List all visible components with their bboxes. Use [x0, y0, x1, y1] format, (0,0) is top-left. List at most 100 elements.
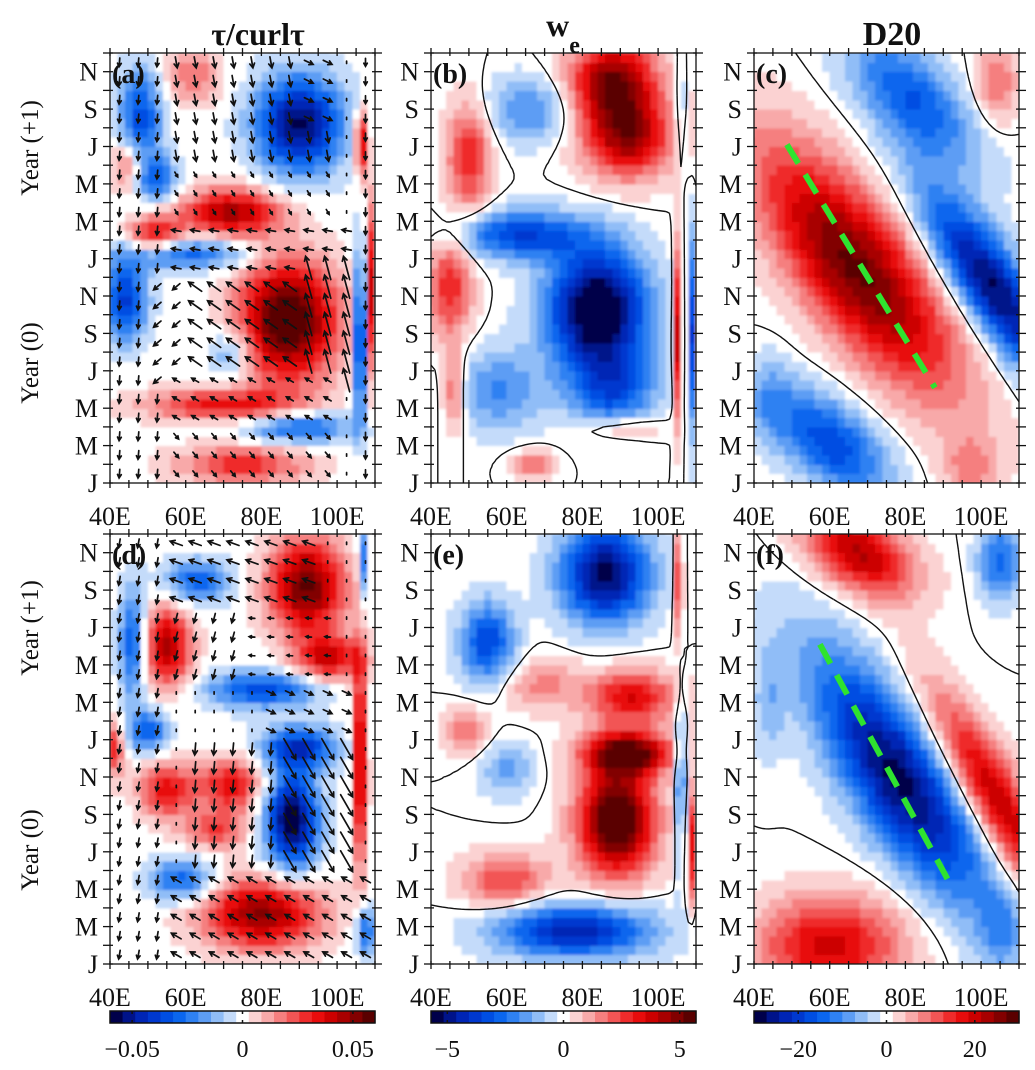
heatmap-cell: [769, 361, 778, 372]
heatmap-cell: [147, 333, 157, 344]
heatmap-cell: [193, 240, 202, 250]
heatmap-cell: [269, 324, 278, 334]
wind-vector: [286, 112, 294, 126]
heatmap-cell: [269, 174, 278, 185]
heatmap-cell: [306, 165, 316, 176]
heatmap-cell: [559, 455, 568, 465]
heatmap-cell: [185, 240, 194, 250]
heatmap-cell: [276, 268, 285, 278]
heatmap-cell: [299, 221, 308, 232]
heatmap-cell: [605, 53, 614, 63]
heatmap-cell: [231, 174, 240, 185]
heatmap-cell: [155, 370, 164, 381]
heatmap-cell: [344, 174, 353, 185]
heatmap-cell: [582, 249, 591, 260]
heatmap-cell: [246, 240, 255, 250]
heatmap-cell: [605, 352, 614, 362]
heatmap-cell: [837, 342, 846, 353]
heatmap-cell: [367, 296, 375, 306]
heatmap-cell: [643, 193, 652, 204]
heatmap-cell: [635, 370, 644, 381]
heatmap-cell: [453, 445, 462, 456]
heatmap-cell: [476, 202, 485, 213]
heatmap-cell: [352, 127, 361, 138]
heatmap-cell: [322, 361, 331, 372]
heatmap-cell: [799, 314, 808, 325]
heatmap-cell: [200, 71, 210, 82]
heatmap-cell: [597, 389, 606, 400]
heatmap-cell: [844, 370, 854, 381]
heatmap-cell: [329, 109, 338, 119]
wind-vector: [169, 227, 182, 234]
heatmap-cell: [807, 258, 816, 269]
heatmap-cell: [537, 268, 546, 278]
heatmap-cell: [799, 81, 808, 91]
heatmap-cell: [658, 314, 667, 325]
heatmap-cell: [506, 53, 515, 63]
heatmap-cell: [643, 146, 652, 157]
heatmap-cell: [844, 183, 854, 194]
heatmap-cell: [852, 193, 861, 204]
heatmap-cell: [269, 305, 278, 316]
heatmap-cell: [125, 286, 134, 297]
heatmap-cell: [882, 296, 891, 306]
heatmap-cell: [291, 380, 300, 391]
heatmap-cell: [110, 286, 119, 297]
heatmap-cell: [665, 165, 674, 176]
heatmap-cell: [208, 183, 217, 194]
heatmap-cell: [163, 211, 172, 222]
heatmap-cell: [605, 127, 614, 138]
heatmap-cell: [314, 146, 323, 157]
heatmap-cell: [791, 277, 801, 288]
wind-vector: [192, 112, 199, 126]
heatmap-cell: [438, 333, 447, 344]
heatmap-cell: [499, 464, 508, 475]
heatmap-cell: [193, 99, 202, 110]
heatmap-cell: [193, 146, 202, 157]
heatmap-cell: [620, 286, 629, 297]
heatmap-cell: [643, 211, 652, 222]
heatmap-cell: [178, 127, 187, 138]
wind-vector: [187, 337, 203, 349]
wind-vector: [154, 75, 160, 88]
heatmap-cell: [537, 53, 546, 63]
heatmap-cell: [431, 352, 440, 362]
heatmap-cell: [431, 455, 440, 465]
heatmap-cell: [776, 361, 785, 372]
heatmap-cell: [484, 408, 493, 419]
heatmap-cell: [276, 473, 285, 483]
heatmap-cell: [438, 127, 447, 138]
heatmap-cell: [337, 221, 346, 232]
heatmap-cell: [574, 277, 584, 288]
heatmap-cell: [208, 445, 217, 456]
heatmap-cell: [322, 230, 331, 241]
heatmap-cell: [110, 202, 119, 213]
heatmap-cell: [261, 417, 270, 428]
heatmap-cell: [852, 473, 861, 483]
heatmap-cell: [574, 127, 584, 138]
heatmap-cell: [875, 230, 884, 241]
heatmap-cell: [769, 333, 778, 344]
heatmap-cell: [559, 53, 568, 63]
heatmap-cell: [597, 211, 606, 222]
heatmap-cell: [367, 277, 375, 288]
heatmap-cell: [837, 137, 846, 147]
heatmap-cell: [170, 99, 179, 110]
heatmap-cell: [506, 296, 515, 306]
wind-vector: [211, 189, 217, 198]
wind-vector: [116, 94, 123, 106]
heatmap-cell: [491, 221, 500, 232]
heatmap-cell: [776, 99, 785, 110]
heatmap-cell: [352, 211, 361, 222]
heatmap-cell: [590, 62, 599, 73]
heatmap-cell: [635, 81, 644, 91]
heatmap-cell: [261, 193, 270, 204]
heatmap-cell: [140, 464, 149, 475]
heatmap-cell: [291, 389, 300, 400]
heatmap-cell: [605, 483, 613, 493]
heatmap-cell: [185, 193, 194, 204]
heatmap-cell: [185, 380, 194, 391]
heatmap-cell: [814, 445, 823, 456]
heatmap-cell: [590, 146, 599, 157]
heatmap-cell: [544, 183, 553, 194]
